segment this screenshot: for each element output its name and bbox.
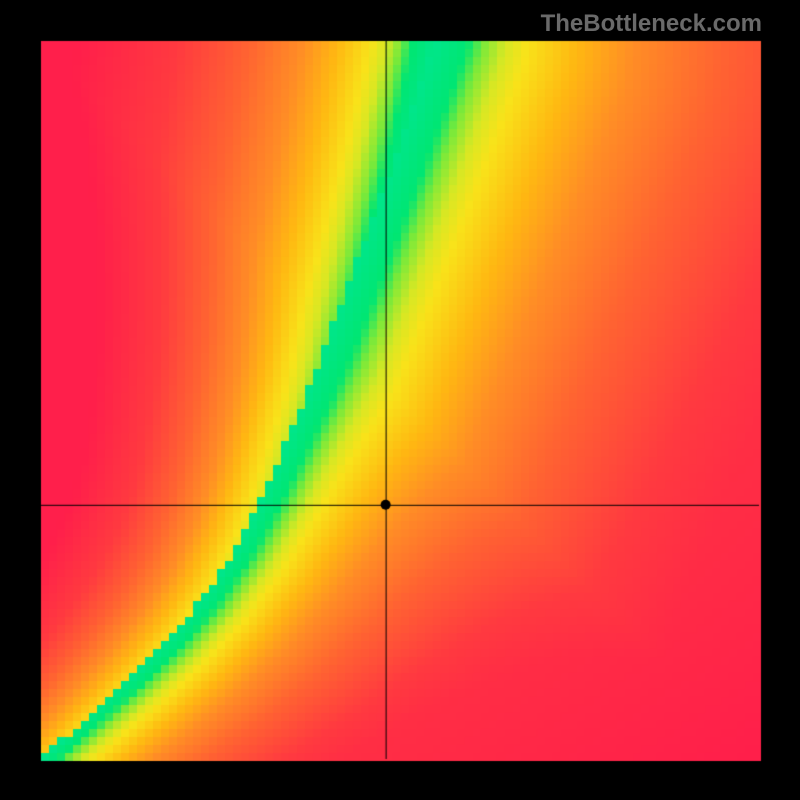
bottleneck-heatmap [0,0,800,800]
watermark-text: TheBottleneck.com [541,10,762,38]
chart-container: TheBottleneck.com [0,0,800,800]
